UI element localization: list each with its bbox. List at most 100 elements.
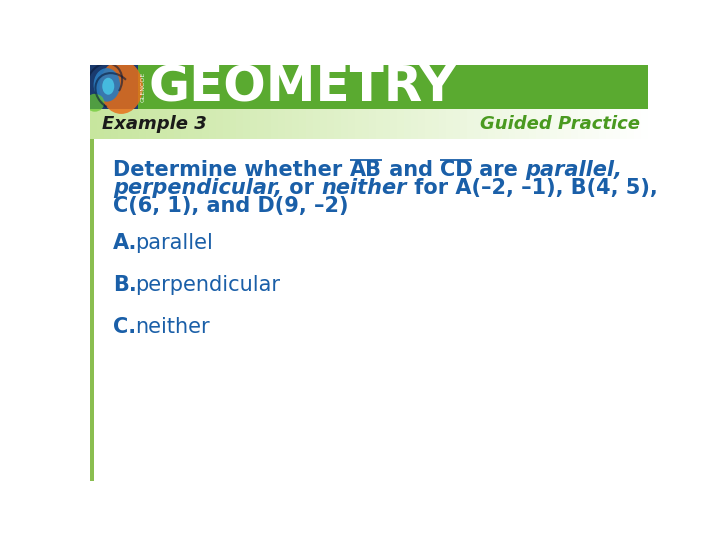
FancyBboxPatch shape [425, 110, 433, 139]
FancyBboxPatch shape [544, 110, 551, 139]
FancyBboxPatch shape [104, 110, 112, 139]
FancyBboxPatch shape [306, 110, 314, 139]
FancyBboxPatch shape [320, 110, 328, 139]
FancyBboxPatch shape [174, 110, 181, 139]
FancyBboxPatch shape [404, 110, 412, 139]
Ellipse shape [99, 60, 143, 114]
FancyBboxPatch shape [599, 110, 607, 139]
FancyBboxPatch shape [222, 110, 230, 139]
FancyBboxPatch shape [194, 110, 202, 139]
FancyBboxPatch shape [230, 110, 238, 139]
Ellipse shape [85, 94, 104, 112]
FancyBboxPatch shape [160, 110, 168, 139]
FancyBboxPatch shape [300, 110, 307, 139]
FancyBboxPatch shape [90, 110, 98, 139]
FancyBboxPatch shape [90, 65, 648, 110]
FancyBboxPatch shape [453, 110, 461, 139]
FancyBboxPatch shape [118, 110, 126, 139]
FancyBboxPatch shape [313, 110, 321, 139]
FancyBboxPatch shape [167, 110, 174, 139]
Text: are: are [472, 160, 526, 180]
Ellipse shape [94, 68, 120, 102]
Text: for A(–2, –1), B(4, 5),: for A(–2, –1), B(4, 5), [407, 178, 657, 198]
FancyBboxPatch shape [432, 110, 439, 139]
Text: Example 3: Example 3 [102, 115, 207, 133]
FancyBboxPatch shape [279, 110, 286, 139]
Text: A.: A. [113, 233, 138, 253]
FancyBboxPatch shape [90, 65, 138, 110]
FancyBboxPatch shape [153, 110, 161, 139]
FancyBboxPatch shape [495, 110, 503, 139]
FancyBboxPatch shape [481, 110, 488, 139]
FancyBboxPatch shape [355, 110, 363, 139]
FancyBboxPatch shape [523, 110, 530, 139]
FancyBboxPatch shape [487, 110, 495, 139]
FancyBboxPatch shape [627, 110, 635, 139]
FancyBboxPatch shape [438, 110, 446, 139]
FancyBboxPatch shape [536, 110, 544, 139]
Ellipse shape [102, 78, 114, 94]
FancyBboxPatch shape [145, 110, 153, 139]
FancyBboxPatch shape [508, 110, 516, 139]
FancyBboxPatch shape [111, 110, 119, 139]
FancyBboxPatch shape [125, 110, 132, 139]
FancyBboxPatch shape [550, 110, 558, 139]
FancyBboxPatch shape [571, 110, 579, 139]
FancyBboxPatch shape [292, 110, 300, 139]
FancyBboxPatch shape [341, 110, 349, 139]
Text: neither: neither [135, 318, 210, 338]
FancyBboxPatch shape [613, 110, 621, 139]
Text: Determine whether: Determine whether [113, 160, 350, 180]
FancyBboxPatch shape [593, 110, 600, 139]
Text: GEOMETRY: GEOMETRY [149, 63, 456, 111]
FancyBboxPatch shape [139, 110, 147, 139]
Text: B.: B. [113, 275, 137, 295]
Text: Guided Practice: Guided Practice [480, 115, 640, 133]
FancyBboxPatch shape [258, 110, 265, 139]
FancyBboxPatch shape [585, 110, 593, 139]
FancyBboxPatch shape [390, 110, 397, 139]
FancyBboxPatch shape [202, 110, 210, 139]
Text: C(6, 1), and D(9, –2): C(6, 1), and D(9, –2) [113, 195, 348, 215]
Text: AB: AB [350, 160, 382, 180]
FancyBboxPatch shape [90, 139, 648, 481]
FancyBboxPatch shape [271, 110, 279, 139]
FancyBboxPatch shape [620, 110, 628, 139]
FancyBboxPatch shape [446, 110, 454, 139]
Text: GLENCOE: GLENCOE [140, 72, 145, 102]
FancyBboxPatch shape [411, 110, 418, 139]
FancyBboxPatch shape [132, 110, 140, 139]
FancyBboxPatch shape [209, 110, 216, 139]
FancyBboxPatch shape [418, 110, 426, 139]
FancyBboxPatch shape [529, 110, 537, 139]
Text: and: and [382, 160, 440, 180]
FancyBboxPatch shape [327, 110, 335, 139]
FancyBboxPatch shape [181, 110, 189, 139]
FancyBboxPatch shape [557, 110, 565, 139]
FancyBboxPatch shape [285, 110, 293, 139]
Text: neither: neither [322, 178, 407, 198]
FancyBboxPatch shape [383, 110, 391, 139]
FancyBboxPatch shape [397, 110, 405, 139]
FancyBboxPatch shape [362, 110, 370, 139]
FancyBboxPatch shape [188, 110, 195, 139]
Text: perpendicular,: perpendicular, [113, 178, 282, 198]
FancyBboxPatch shape [334, 110, 342, 139]
Text: parallel,: parallel, [526, 160, 623, 180]
Text: CD: CD [440, 160, 472, 180]
FancyBboxPatch shape [516, 110, 523, 139]
FancyBboxPatch shape [564, 110, 572, 139]
FancyBboxPatch shape [215, 110, 223, 139]
FancyBboxPatch shape [467, 110, 474, 139]
FancyBboxPatch shape [90, 139, 94, 481]
FancyBboxPatch shape [634, 110, 642, 139]
FancyBboxPatch shape [243, 110, 251, 139]
FancyBboxPatch shape [348, 110, 356, 139]
FancyBboxPatch shape [97, 110, 104, 139]
FancyBboxPatch shape [474, 110, 482, 139]
FancyBboxPatch shape [264, 110, 272, 139]
Text: C.: C. [113, 318, 136, 338]
FancyBboxPatch shape [578, 110, 586, 139]
Text: or: or [282, 178, 322, 198]
FancyBboxPatch shape [369, 110, 377, 139]
